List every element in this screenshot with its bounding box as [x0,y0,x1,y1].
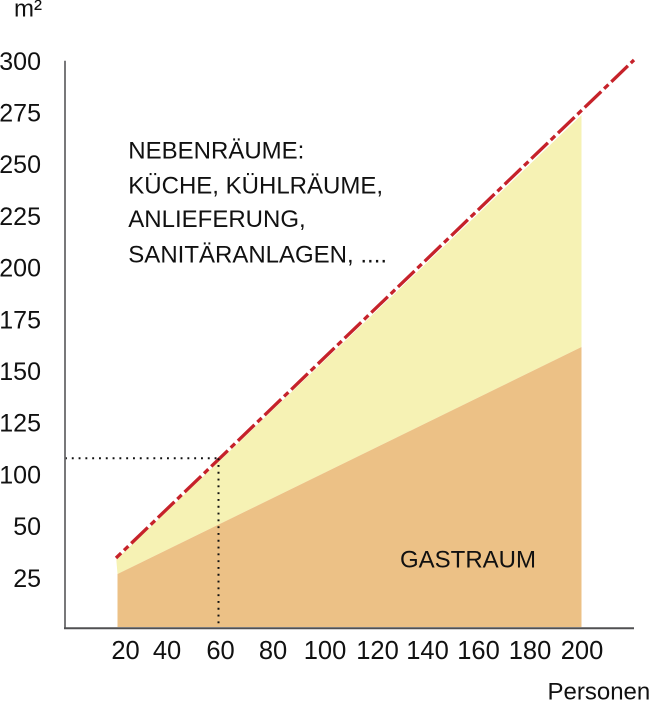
svg-text:160: 160 [457,637,500,665]
svg-text:40: 40 [153,637,181,665]
svg-text:GASTRAUM: GASTRAUM [400,547,536,574]
svg-text:Personen: Personen [548,679,650,703]
svg-text:100: 100 [304,637,347,665]
svg-text:60: 60 [206,637,234,665]
svg-text:ANLIEFERUNG,: ANLIEFERUNG, [128,206,305,233]
svg-text:120: 120 [356,637,399,665]
svg-text:200: 200 [0,255,41,283]
svg-text:250: 250 [0,151,41,179]
svg-text:20: 20 [111,637,139,665]
svg-text:200: 200 [561,637,604,665]
svg-text:25: 25 [13,565,41,593]
svg-text:150: 150 [0,358,41,386]
svg-text:NEBENRÄUME:: NEBENRÄUME: [128,138,304,165]
svg-text:180: 180 [509,637,552,665]
svg-text:KÜCHE, KÜHLRÄUME,: KÜCHE, KÜHLRÄUME, [128,172,383,199]
svg-text:125: 125 [0,410,41,438]
svg-text:50: 50 [13,513,41,541]
svg-text:80: 80 [259,637,287,665]
svg-text:275: 275 [0,100,41,128]
svg-text:100: 100 [0,461,41,489]
svg-text:m²: m² [14,0,42,23]
svg-text:300: 300 [0,48,41,76]
svg-text:175: 175 [0,306,41,334]
svg-text:225: 225 [0,203,41,231]
svg-text:140: 140 [406,637,449,665]
svg-text:SANITÄRANLAGEN, ....: SANITÄRANLAGEN, .... [128,242,387,269]
